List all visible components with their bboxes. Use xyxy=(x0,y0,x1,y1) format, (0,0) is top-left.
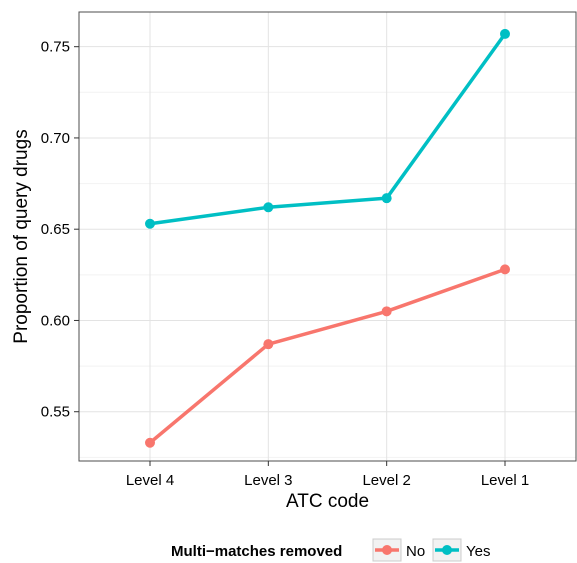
legend-key-point xyxy=(442,545,452,555)
x-axis-ticks: Level 4 Level 3 Level 2 Level 1 xyxy=(126,461,529,489)
y-tick-label: 0.60 xyxy=(41,312,70,329)
y-tick-label: 0.55 xyxy=(41,404,70,421)
y-axis-ticks: 0.55 0.60 0.65 0.70 0.75 xyxy=(41,39,79,421)
x-tick-label: Level 4 xyxy=(126,472,174,489)
data-point-yes xyxy=(500,28,510,39)
minor-gridlines xyxy=(79,91,576,458)
data-point-no xyxy=(145,437,155,448)
major-gridlines xyxy=(79,12,576,461)
x-tick-label: Level 3 xyxy=(244,472,292,489)
legend-label: Yes xyxy=(466,543,490,560)
series-points xyxy=(145,28,510,448)
series-lines xyxy=(148,32,507,445)
legend: Multi−matches removed No Yes xyxy=(171,538,490,562)
data-point-no xyxy=(381,306,392,317)
data-point-no xyxy=(263,339,274,350)
y-tick-label: 0.75 xyxy=(41,39,70,56)
y-tick-label: 0.65 xyxy=(41,221,70,238)
data-point-yes xyxy=(145,218,155,229)
x-tick-label: Level 1 xyxy=(481,472,529,489)
legend-title: Multi−matches removed xyxy=(171,543,342,560)
plot-panel-border xyxy=(78,11,577,462)
x-axis-title: ATC code xyxy=(286,491,369,512)
x-tick-label: Level 2 xyxy=(362,472,410,489)
data-point-yes xyxy=(381,193,392,204)
series-line-no xyxy=(148,267,506,445)
legend-label: No xyxy=(406,543,425,560)
legend-key-point xyxy=(382,545,392,555)
y-tick-label: 0.70 xyxy=(41,130,70,147)
series-line-yes xyxy=(149,32,507,226)
data-point-no xyxy=(500,264,510,275)
y-axis-title: Proportion of query drugs xyxy=(11,129,32,343)
data-point-yes xyxy=(263,202,274,213)
legend-keys: No Yes xyxy=(372,538,490,562)
